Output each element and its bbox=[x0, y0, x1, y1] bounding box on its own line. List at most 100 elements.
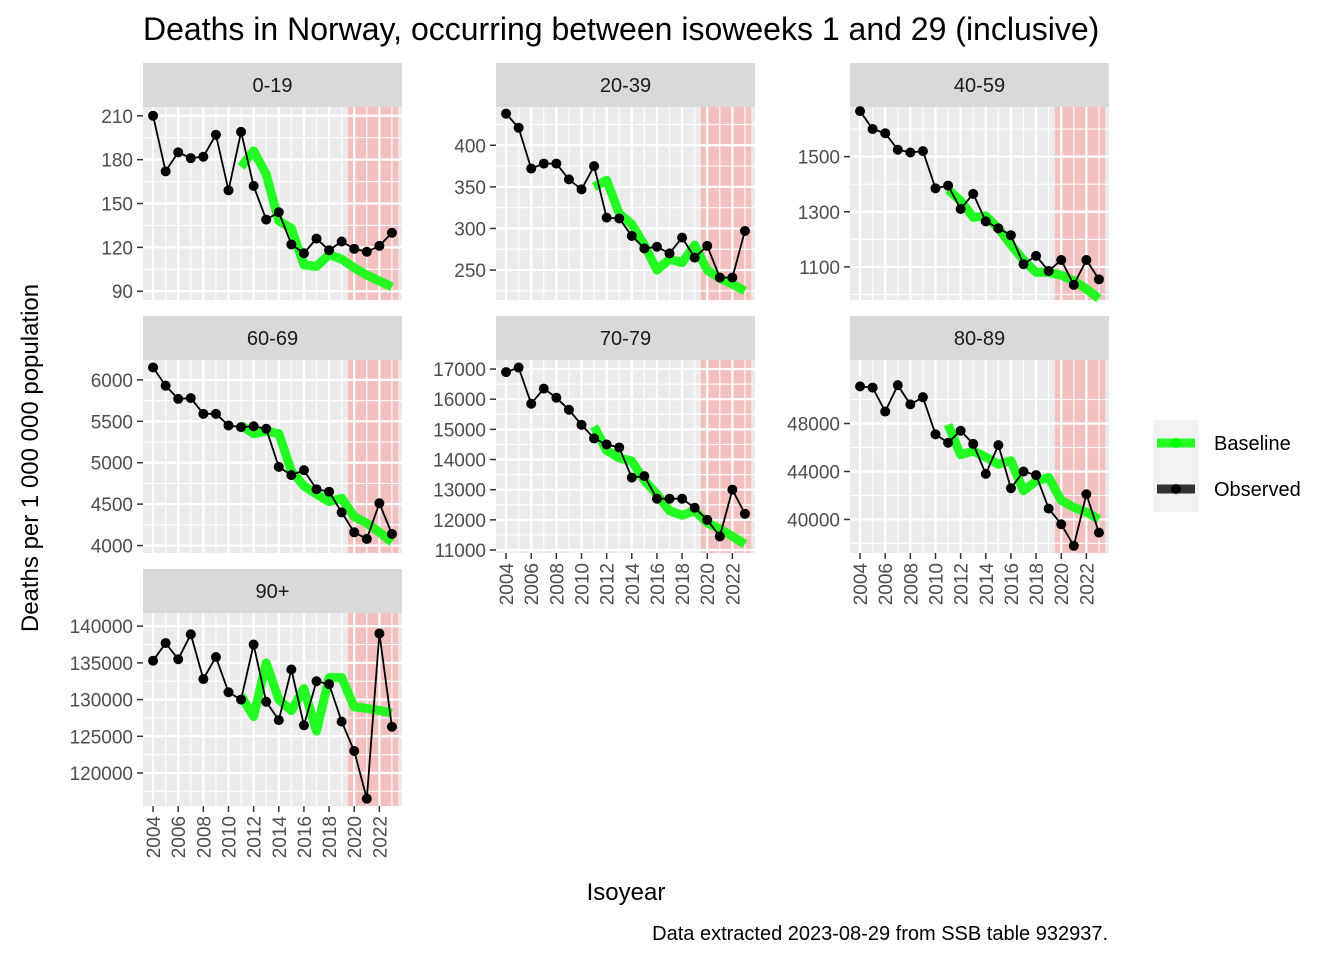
observed-point bbox=[298, 720, 309, 731]
x-tick-label: 2006 bbox=[522, 563, 543, 605]
observed-point bbox=[538, 383, 549, 394]
y-tick-label: 13000 bbox=[433, 481, 486, 502]
x-tick-label: 2010 bbox=[572, 563, 593, 605]
y-tick-label: 15000 bbox=[433, 420, 486, 441]
observed-point bbox=[386, 528, 397, 539]
observed-point bbox=[374, 628, 385, 639]
x-tick-label: 2004 bbox=[144, 816, 165, 859]
facet-strip-label: 80-89 bbox=[954, 328, 1005, 350]
y-tick-label: 300 bbox=[454, 219, 486, 240]
observed-point bbox=[261, 696, 272, 707]
y-tick-label: 125000 bbox=[70, 727, 133, 748]
observed-point bbox=[855, 106, 866, 117]
observed-point bbox=[361, 793, 372, 804]
facet-strip bbox=[143, 569, 402, 613]
observed-point bbox=[223, 687, 234, 698]
observed-point bbox=[677, 493, 688, 504]
x-tick-label: 2014 bbox=[270, 816, 291, 859]
x-tick-label: 2022 bbox=[370, 816, 391, 858]
x-tick-label: 2004 bbox=[851, 563, 872, 606]
x-tick-label: 2016 bbox=[1002, 563, 1023, 605]
observed-point bbox=[386, 721, 397, 732]
observed-point bbox=[198, 408, 209, 419]
x-tick-label: 2018 bbox=[1027, 563, 1048, 605]
x-tick-label: 2004 bbox=[497, 563, 518, 606]
y-tick-label: 210 bbox=[101, 107, 133, 128]
y-tick-label: 14000 bbox=[433, 451, 486, 472]
x-tick-label: 2006 bbox=[169, 816, 190, 858]
observed-point bbox=[349, 745, 360, 756]
observed-point bbox=[526, 163, 537, 174]
observed-point bbox=[702, 514, 713, 525]
observed-point bbox=[311, 233, 322, 244]
observed-point bbox=[968, 438, 979, 449]
facet-panel-0-19: 0-19 90 120 150 180 210 bbox=[101, 63, 402, 303]
observed-point bbox=[1043, 503, 1054, 514]
facet-panel-80-89: 80-89 40000 44000 48000 2004 2006 2008 2010 2012… bbox=[787, 316, 1109, 605]
observed-point bbox=[1018, 466, 1029, 477]
observed-point bbox=[236, 694, 247, 705]
observed-point bbox=[1081, 255, 1092, 266]
observed-point bbox=[689, 502, 700, 513]
observed-point bbox=[1081, 489, 1092, 500]
observed-point bbox=[173, 654, 184, 665]
observed-point bbox=[905, 147, 916, 158]
y-tick-label: 400 bbox=[454, 136, 486, 157]
observed-point bbox=[185, 629, 196, 640]
observed-point bbox=[501, 367, 512, 378]
facet-strip-label: 0-19 bbox=[252, 75, 292, 97]
observed-point bbox=[1068, 279, 1079, 290]
observed-point bbox=[651, 493, 662, 504]
observed-point bbox=[361, 533, 372, 544]
baseline-line bbox=[237, 658, 393, 736]
observed-point bbox=[324, 245, 335, 256]
observed-point bbox=[223, 420, 234, 431]
observed-point bbox=[513, 122, 524, 133]
observed-point bbox=[727, 484, 738, 495]
facet-strip-label: 40-59 bbox=[954, 75, 1005, 97]
legend-key-point bbox=[1171, 484, 1181, 494]
y-tick-label: 4000 bbox=[91, 537, 133, 558]
observed-point bbox=[236, 422, 247, 433]
baseline-line bbox=[237, 146, 394, 291]
facet-strip bbox=[850, 63, 1109, 107]
observed-point bbox=[210, 129, 221, 140]
facet-strip-label: 70-79 bbox=[600, 328, 651, 350]
observed-point bbox=[614, 213, 625, 224]
y-tick-label: 250 bbox=[454, 261, 486, 282]
y-tick-label: 1300 bbox=[798, 203, 840, 224]
observed-point bbox=[905, 399, 916, 410]
observed-point bbox=[286, 664, 297, 675]
y-tick-label: 130000 bbox=[70, 691, 133, 712]
observed-point bbox=[273, 715, 284, 726]
observed-point bbox=[501, 108, 512, 119]
observed-point bbox=[993, 440, 1004, 451]
y-tick-label: 6000 bbox=[91, 371, 133, 392]
facet-panel-60-69: 60-69 4000 4500 5000 5500 6000 bbox=[91, 316, 402, 558]
observed-point bbox=[185, 393, 196, 404]
observed-point bbox=[160, 166, 171, 177]
y-tick-label: 5500 bbox=[91, 412, 133, 433]
observed-point bbox=[286, 239, 297, 250]
y-tick-label: 4500 bbox=[91, 495, 133, 516]
observed-point bbox=[867, 382, 878, 393]
observed-point bbox=[311, 676, 322, 687]
observed-point bbox=[601, 212, 612, 223]
facet-strip bbox=[143, 316, 402, 360]
legend-label: Observed bbox=[1214, 479, 1301, 501]
x-tick-label: 2016 bbox=[648, 563, 669, 605]
observed-point bbox=[563, 404, 574, 415]
observed-point bbox=[223, 185, 234, 196]
observed-point bbox=[614, 442, 625, 453]
x-tick-label: 2012 bbox=[245, 816, 266, 858]
observed-point bbox=[589, 433, 600, 444]
observed-point bbox=[185, 153, 196, 164]
x-tick-label: 2008 bbox=[547, 563, 568, 605]
baseline-line bbox=[590, 424, 748, 548]
facet-strip-label: 20-39 bbox=[600, 75, 651, 97]
chart-title: Deaths in Norway, occurring between isow… bbox=[143, 11, 1099, 47]
observed-point bbox=[160, 380, 171, 391]
facet-strip bbox=[143, 63, 402, 107]
y-tick-label: 1500 bbox=[798, 148, 840, 169]
observed-point bbox=[148, 110, 159, 121]
